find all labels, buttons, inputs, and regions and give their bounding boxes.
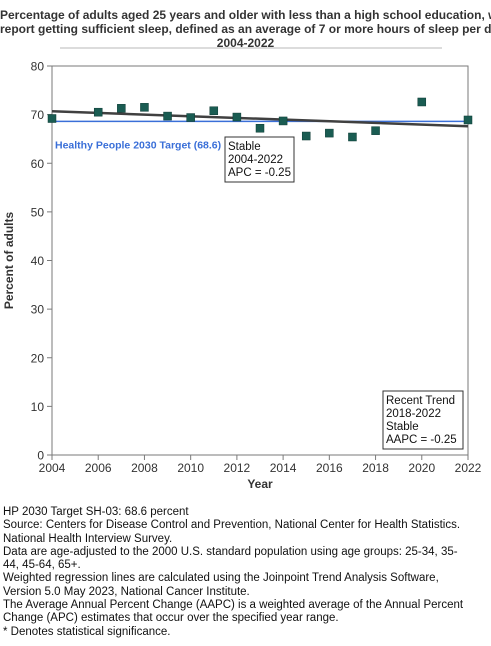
trend-line <box>51 109 469 128</box>
chart-title: Percentage of adults aged 25 years and o… <box>0 8 491 50</box>
x-tick-label: 2004 <box>39 461 66 475</box>
data-point <box>232 112 242 122</box>
annotation-box-stable-apc <box>224 136 295 183</box>
data-point <box>371 126 380 135</box>
annotation-line: 2018-2022 <box>386 408 441 420</box>
y-axis-label: Percent of adults <box>2 212 16 310</box>
footnote-regression: Weighted regression lines are calculated… <box>3 572 439 585</box>
x-tick-label: 2016 <box>316 461 343 475</box>
data-point <box>93 107 103 117</box>
data-point <box>140 103 149 112</box>
y-tick-label: 30 <box>31 303 45 317</box>
data-point <box>417 97 427 107</box>
footnote-significance: * Denotes statistical significance. <box>3 625 171 638</box>
footnote-source-cont: National Health Interview Survey. <box>3 532 173 545</box>
annotation-line: AAPC = -0.25 <box>386 434 457 446</box>
data-point <box>463 115 473 125</box>
annotation-line: APC = -0.25 <box>228 167 291 179</box>
x-tick-label: 2012 <box>224 461 251 475</box>
x-tick-label: 2022 <box>455 461 482 475</box>
x-tick-label: 2014 <box>270 461 297 475</box>
footnote-aapc-cont: Change (APC) estimates that occur over t… <box>3 612 339 625</box>
chart-title-line-1: Percentage of adults aged 25 years and o… <box>0 8 491 22</box>
y-tick-label: 80 <box>31 60 45 74</box>
x-tick-label: 2010 <box>177 461 204 475</box>
data-point <box>301 131 311 141</box>
annotation-line: 2004-2022 <box>228 154 283 166</box>
footnote-age-adjust: Data are age-adjusted to the 2000 U.S. s… <box>3 545 458 558</box>
annotation-line: Stable <box>386 421 419 433</box>
data-point <box>47 114 57 123</box>
data-point <box>255 123 265 133</box>
data-point <box>325 128 334 138</box>
annotation-box-recent-trend <box>382 390 464 450</box>
y-tick-label: 0 <box>37 449 44 463</box>
footnotes: HP 2030 Target SH-03: 68.6 percent Sourc… <box>3 506 489 639</box>
x-tick-label: 2008 <box>131 461 158 475</box>
y-tick-label: 70 <box>31 108 45 122</box>
data-point <box>163 111 172 121</box>
data-point <box>209 106 219 115</box>
footnote-regression-cont: Version 5.0 May 2023, National Cancer In… <box>3 585 250 598</box>
y-tick-label: 40 <box>31 254 45 268</box>
data-point <box>186 113 195 122</box>
data-point <box>348 132 357 142</box>
footnote-source: Source: Centers for Disease Control and … <box>3 519 461 532</box>
footnote-target: HP 2030 Target SH-03: 68.6 percent <box>3 506 189 518</box>
annotation-line: Recent Trend <box>386 395 455 407</box>
chart-title-line-3: 2004-2022 <box>216 36 275 50</box>
chart-title-line-2: report getting sufficient sleep, defined… <box>0 22 491 36</box>
y-tick-label: 20 <box>31 351 45 365</box>
y-tick-label: 50 <box>31 205 45 219</box>
x-tick-label: 2018 <box>362 461 389 475</box>
annotation-line: Stable <box>228 141 261 153</box>
x-axis-label: Year <box>247 477 273 491</box>
footnote-aapc: The Average Annual Percent Change (AAPC)… <box>3 599 464 612</box>
y-tick-label: 10 <box>31 400 45 414</box>
footnote-age-adjust-cont: 44, 45-64, 65+. <box>3 559 81 572</box>
target-label: Healthy People 2030 Target (68.6) <box>55 139 221 151</box>
x-tick-label: 2020 <box>408 461 435 475</box>
chart-svg: 0 10 20 30 40 50 60 70 80 2004 2006 2008 2010 2012 201… <box>2 47 482 491</box>
x-tick-label: 2006 <box>85 461 112 475</box>
data-point <box>117 104 126 113</box>
y-tick-label: 60 <box>31 157 45 171</box>
data-point <box>278 116 288 126</box>
